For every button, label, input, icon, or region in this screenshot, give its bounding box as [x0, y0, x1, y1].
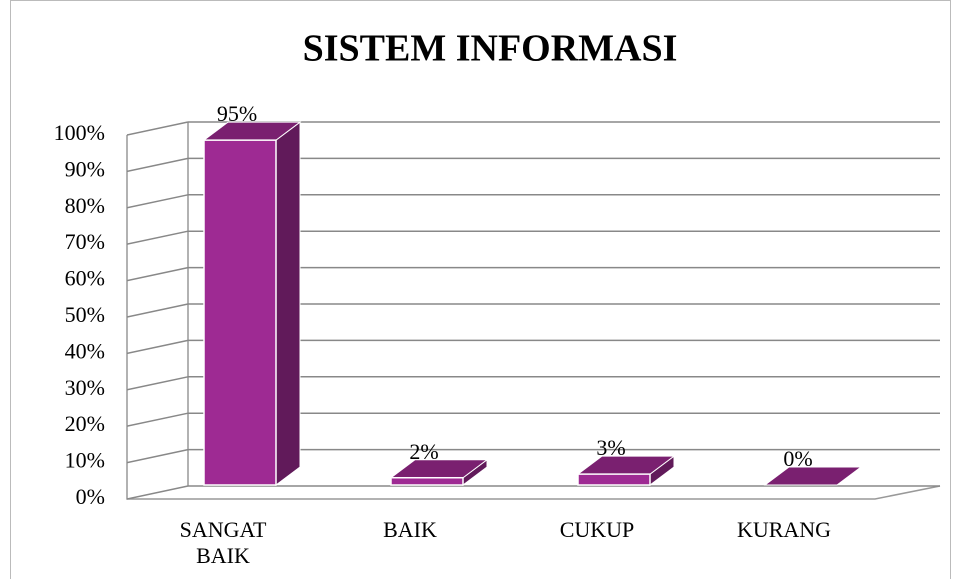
bar-side [275, 121, 301, 486]
grid-line [126, 266, 189, 282]
data-label: 3% [596, 435, 625, 460]
y-tick-label: 80% [65, 193, 105, 218]
y-tick-label: 70% [65, 229, 105, 254]
grid-line [126, 448, 189, 464]
x-tick-label: CUKUP [559, 517, 635, 542]
x-tick-label: KURANG [736, 517, 832, 542]
grid-line [126, 376, 189, 391]
chart-title: SISTEM INFORMASI [303, 28, 678, 70]
bar-top [763, 466, 863, 486]
y-tick-label: 30% [65, 375, 105, 400]
grid-line [126, 339, 189, 355]
bar [203, 139, 277, 486]
bar [390, 476, 464, 486]
y-tick-label: 50% [65, 302, 105, 327]
grid-line [126, 230, 189, 245]
grid-line [126, 303, 189, 318]
grid-line [126, 412, 189, 427]
grid-line [126, 121, 189, 136]
y-tick-label: 60% [65, 266, 105, 291]
y-tick-label: 10% [65, 448, 105, 473]
x-tick-label: SANGAT BAIK [179, 517, 267, 568]
y-tick-label: 40% [65, 338, 105, 363]
grid-line [126, 194, 189, 209]
bar [577, 473, 651, 486]
y-tick-label: 90% [65, 156, 105, 181]
y-tick-label: 0% [76, 484, 105, 509]
grid-line [126, 485, 189, 500]
data-label: 2% [409, 439, 438, 464]
y-tick-label: 100% [54, 120, 105, 145]
x-tick-label: BAIK [383, 517, 437, 542]
data-label: 0% [783, 446, 812, 471]
grid-line [126, 157, 189, 173]
y-tick-label: 20% [65, 411, 105, 436]
chart-border [10, 0, 951, 579]
data-label: 95% [217, 101, 257, 126]
